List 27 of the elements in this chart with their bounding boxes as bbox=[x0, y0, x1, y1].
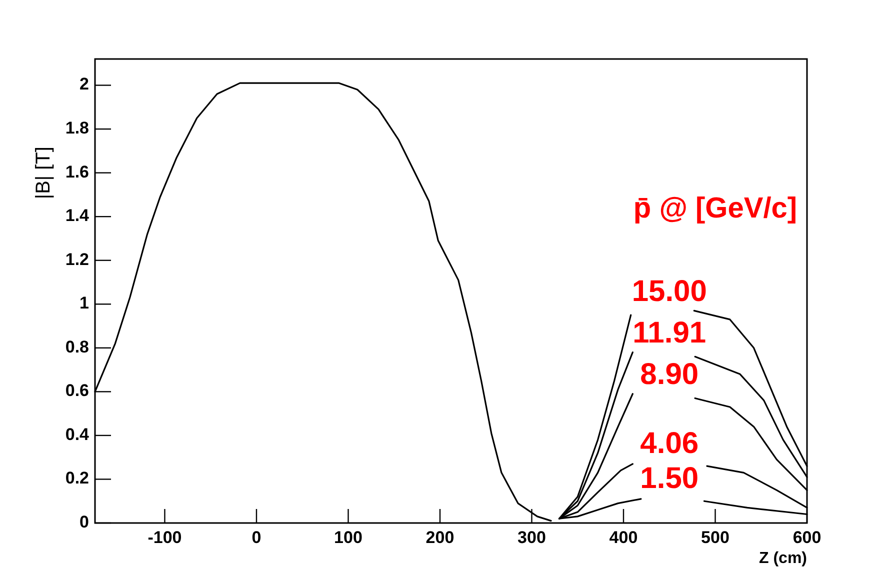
x-axis-title: Z (cm) bbox=[759, 550, 807, 567]
y-tick-label: 2 bbox=[80, 74, 89, 94]
annotation: p̄ @ [GeV/c] bbox=[633, 192, 798, 225]
y-tick-label: 1.6 bbox=[65, 162, 89, 182]
x-tick-label: 600 bbox=[792, 528, 822, 547]
y-tick-label: 1.4 bbox=[65, 206, 90, 226]
y-axis-title: |B| [T] bbox=[32, 146, 54, 200]
series-label: 1.50 bbox=[640, 462, 699, 495]
y-tick-label: 1.8 bbox=[65, 118, 89, 138]
x-tick-label: 500 bbox=[701, 528, 730, 547]
y-tick-label: 0.2 bbox=[65, 468, 89, 488]
y-tick-label: 0.6 bbox=[65, 381, 89, 400]
y-tick-label: 1.2 bbox=[65, 250, 89, 269]
y-tick-label: 0 bbox=[80, 512, 89, 532]
x-tick-label: 0 bbox=[252, 528, 262, 547]
x-tick-label: -100 bbox=[148, 528, 182, 547]
series-label: 15.00 bbox=[632, 274, 707, 308]
y-tick-label: 0.4 bbox=[65, 424, 90, 444]
x-tick-label: 200 bbox=[426, 528, 454, 547]
x-tick-label: 100 bbox=[334, 528, 362, 547]
y-tick-label: 0.8 bbox=[65, 337, 89, 356]
series-label: 8.90 bbox=[640, 358, 699, 391]
y-tick-label: 1 bbox=[80, 294, 89, 313]
series-label: 11.91 bbox=[632, 316, 706, 350]
series-label: 4.06 bbox=[640, 426, 699, 460]
x-tick-label: 400 bbox=[609, 528, 638, 547]
x-tick-label: 300 bbox=[518, 528, 546, 547]
